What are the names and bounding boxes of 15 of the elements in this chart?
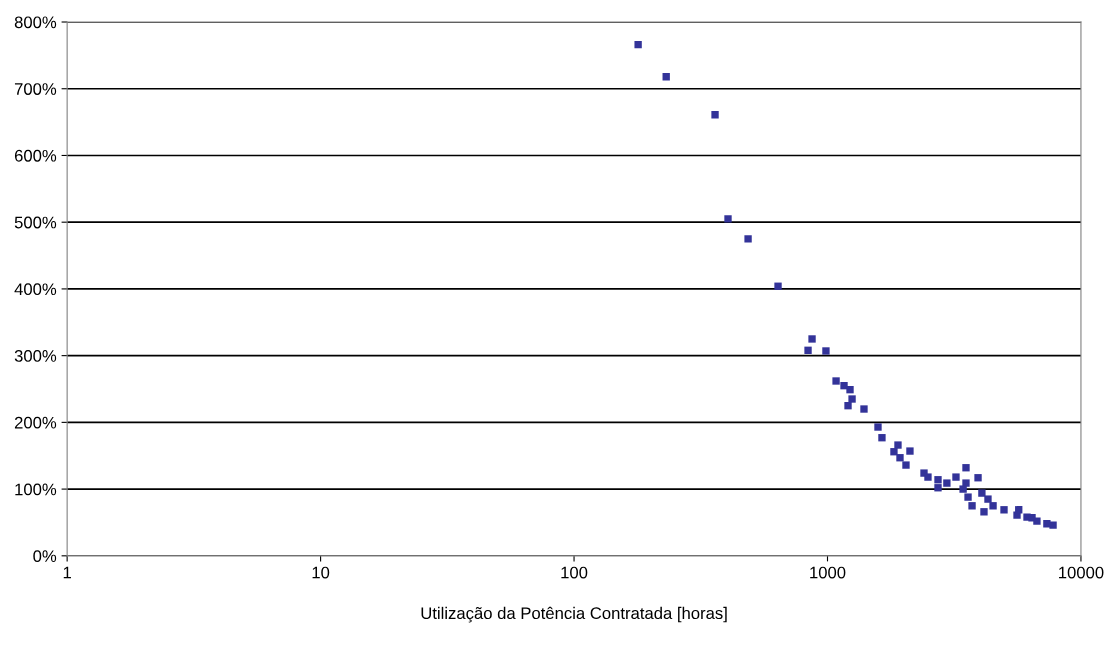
x-tick-label: 10000 bbox=[1059, 566, 1104, 579]
y-tick-label: 0% bbox=[33, 550, 57, 563]
y-tick-label: 200% bbox=[14, 416, 57, 429]
y-tick-label: 500% bbox=[14, 216, 57, 229]
y-tick-label: 800% bbox=[14, 16, 57, 29]
y-tick-label: 400% bbox=[14, 283, 57, 296]
x-tick-label: 10 bbox=[312, 566, 330, 579]
x-tick-label: 1000 bbox=[810, 566, 846, 579]
y-tick-label: 600% bbox=[14, 149, 57, 162]
x-axis-title: Utilização da Potência Contratada [horas] bbox=[421, 606, 727, 623]
x-tick-label: 1 bbox=[63, 566, 71, 579]
y-tick-label: 300% bbox=[14, 350, 57, 362]
x-tick-label: 100 bbox=[561, 566, 588, 579]
y-tick-label: 100% bbox=[15, 483, 57, 496]
y-tick-label: 700% bbox=[14, 83, 57, 95]
